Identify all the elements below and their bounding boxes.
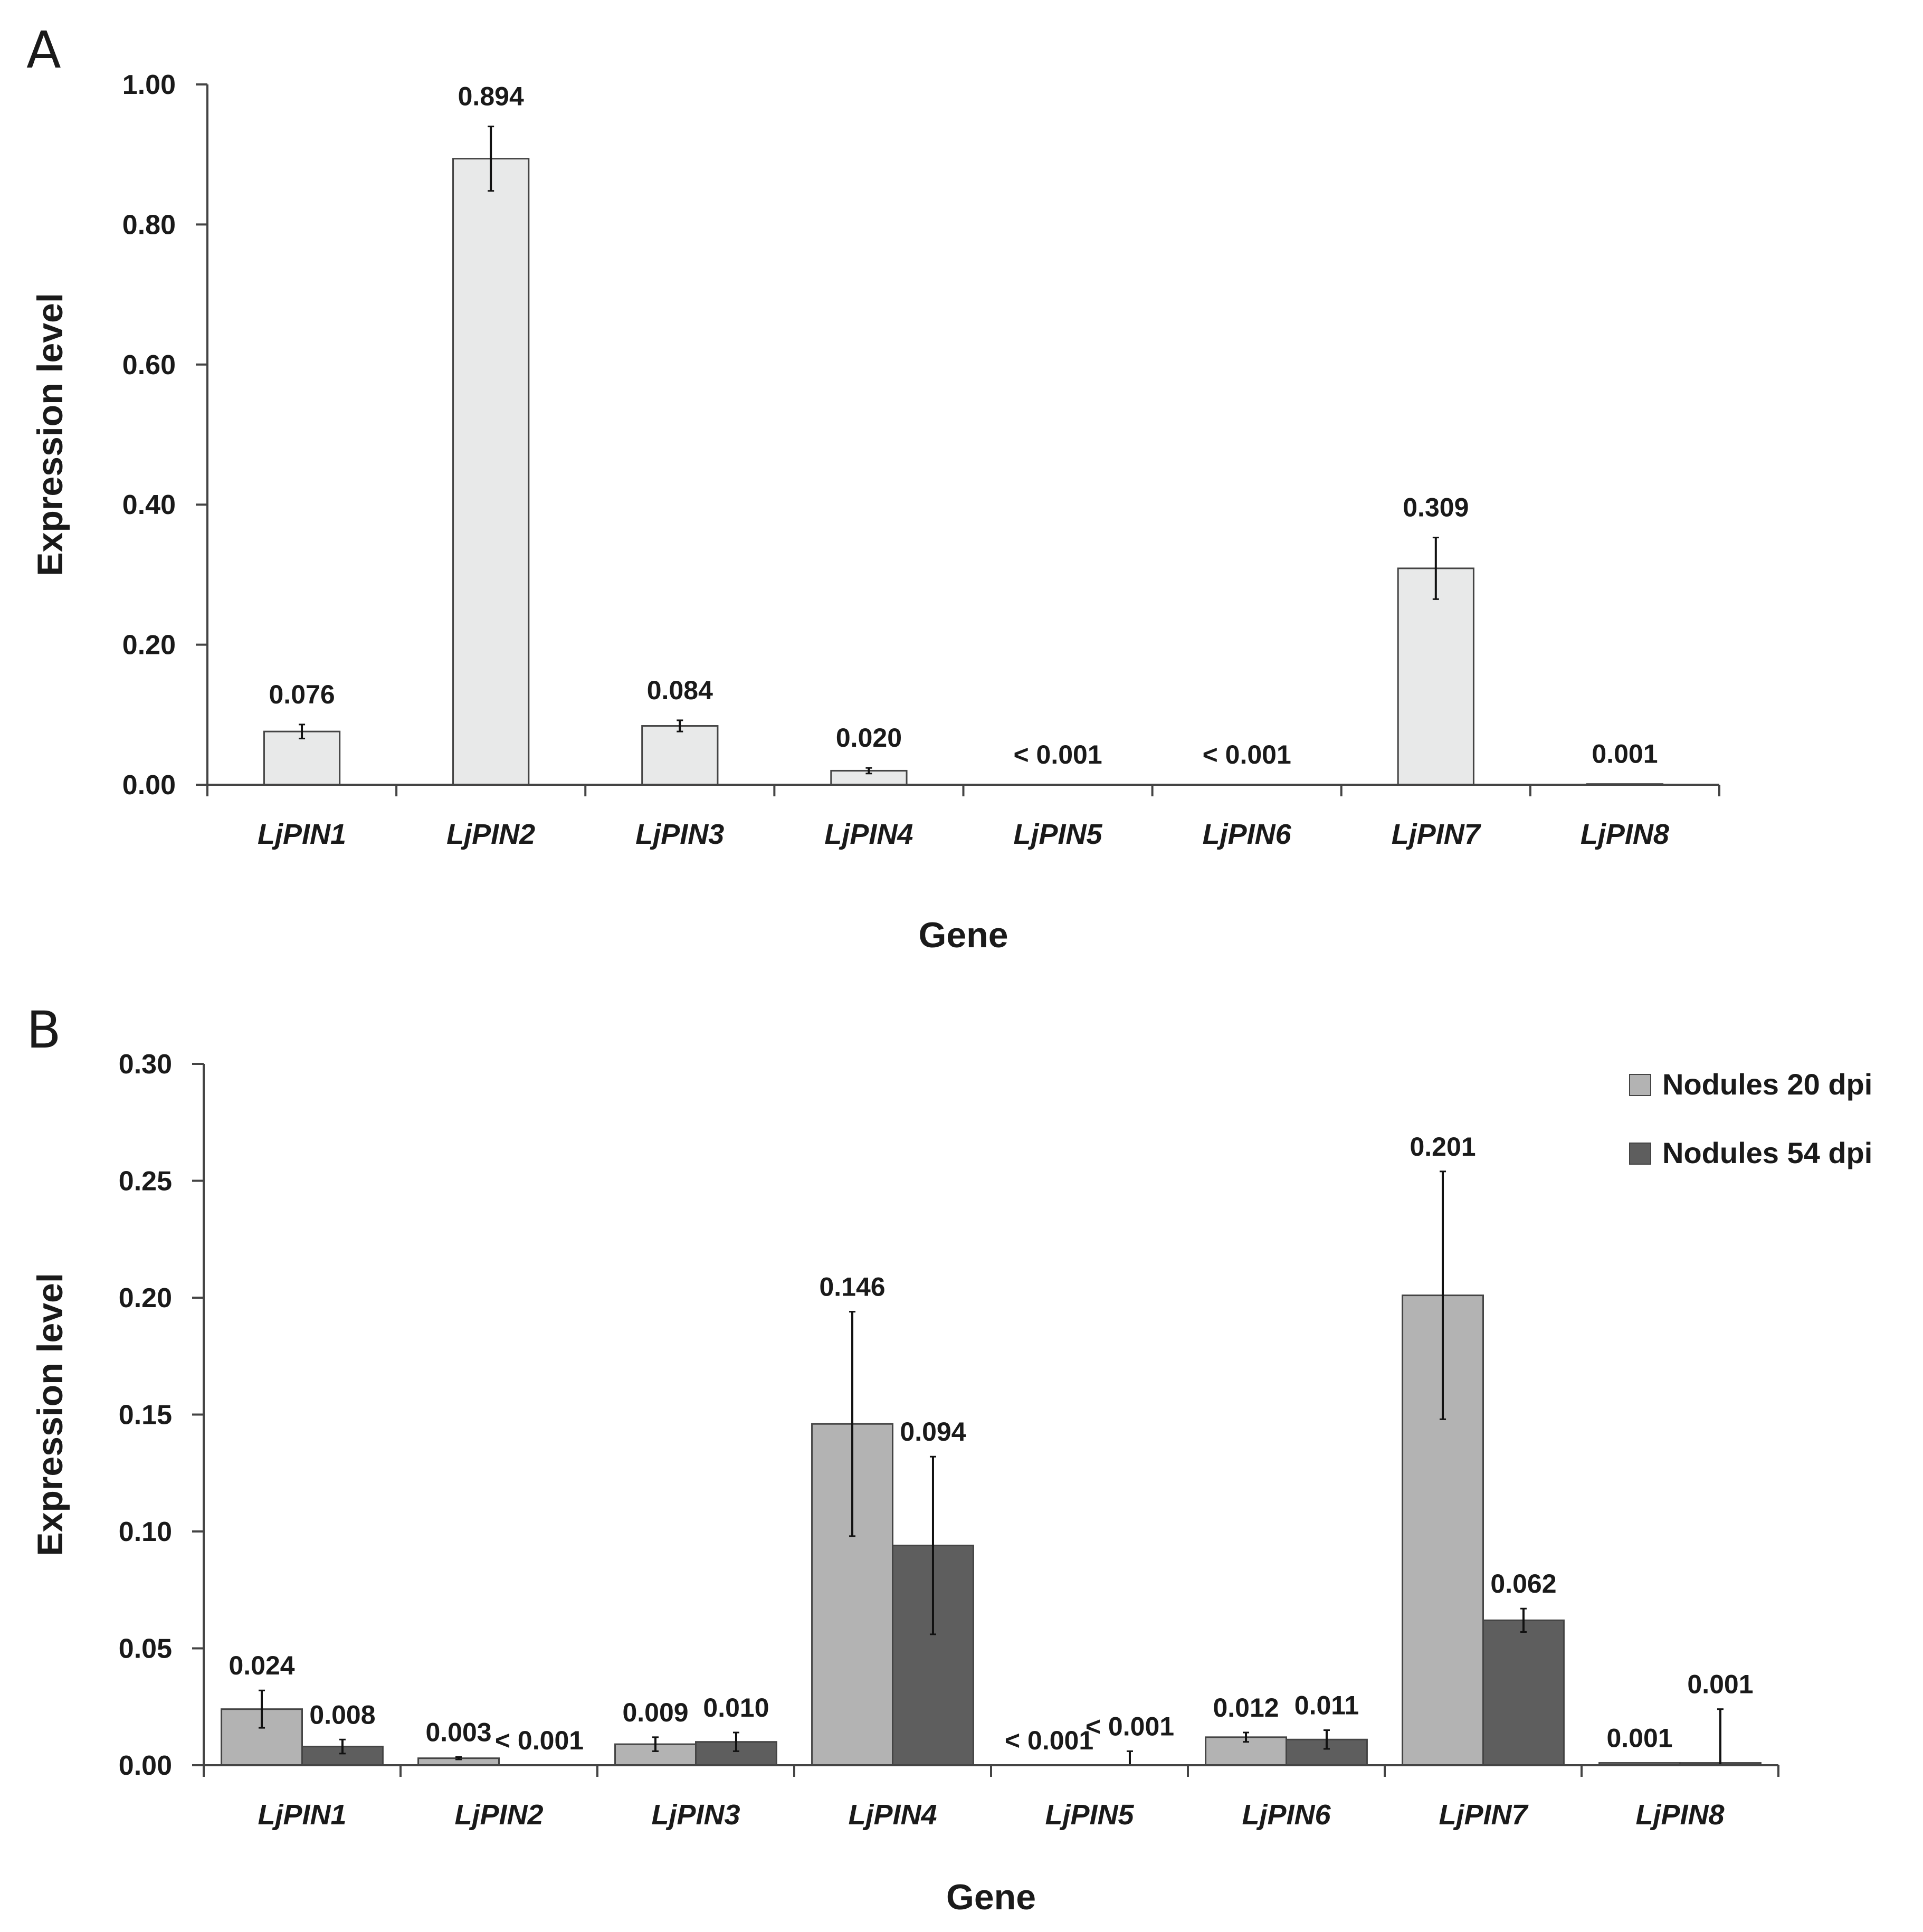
panel-a-y-tick-label: 0.00 <box>122 770 176 801</box>
panel-b-data-label: 0.001 <box>1687 1670 1753 1699</box>
panel-a-letter: A <box>26 21 61 80</box>
panel-a-category-label: LjPIN8 <box>1581 819 1669 850</box>
panel-a-bar <box>1397 567 1474 786</box>
panel-a-category-label: LjPIN1 <box>258 819 346 850</box>
panel-b-data-label: 0.009 <box>622 1698 688 1727</box>
panel-a-y-tick-label: 0.80 <box>122 210 176 240</box>
panel-a-category-label: LjPIN6 <box>1203 819 1292 850</box>
panel-a-category-label: LjPIN5 <box>1014 819 1103 850</box>
panel-b-data-label: < 0.001 <box>495 1726 584 1755</box>
panel-b-data-label: 0.012 <box>1213 1693 1279 1722</box>
panel-b-data-label: 0.011 <box>1294 1691 1359 1720</box>
panel-b-data-label: 0.201 <box>1410 1132 1475 1162</box>
panel-b-y-tick-label: 0.25 <box>119 1166 172 1197</box>
panel-b-y-tick-label: 0.00 <box>119 1750 172 1781</box>
panel-a-bar <box>452 158 530 786</box>
panel-b-y-tick-label: 0.20 <box>119 1283 172 1314</box>
panel-a-y-axis-title: Expression level <box>30 293 70 576</box>
panel-b-data-label: 0.024 <box>229 1651 294 1680</box>
panel-a-y-tick-label: 0.40 <box>122 490 176 520</box>
panel-b-x-axis-title: Gene <box>946 1877 1036 1917</box>
panel-b-data-label: 0.008 <box>309 1700 375 1729</box>
legend-label: Nodules 20 dpi <box>1662 1068 1872 1101</box>
panel-b-category-label: LjPIN3 <box>651 1799 740 1831</box>
panel-a-data-label: 0.309 <box>1403 493 1469 522</box>
panel-b-category-label: LjPIN1 <box>258 1799 346 1831</box>
panel-b-data-label: < 0.001 <box>1005 1726 1093 1755</box>
panel-b-y-tick-label: 0.10 <box>119 1517 172 1547</box>
panel-b-category-label: LjPIN4 <box>848 1799 937 1831</box>
panel-a-x-axis-title: Gene <box>918 915 1008 955</box>
legend-swatch <box>1629 1143 1651 1165</box>
panel-a-category-label: LjPIN3 <box>635 819 724 850</box>
panel-b-y-axis-title: Expression level <box>30 1273 70 1556</box>
panel-b-bar <box>1482 1619 1565 1766</box>
panel-b-y-tick-label: 0.05 <box>119 1634 172 1664</box>
chart-a: 0.00 0.20 0.40 0.60 0.80 1.00 0.076 LjPIN1 0.894… <box>30 70 1720 955</box>
panel-b-category-label: LjPIN8 <box>1635 1799 1724 1831</box>
panel-a-data-label: < 0.001 <box>1203 740 1291 769</box>
panel-b-data-label: 0.003 <box>425 1717 491 1747</box>
panel-a-category-label: LjPIN7 <box>1392 819 1482 850</box>
panel-b-data-label: 0.146 <box>819 1272 885 1302</box>
panel-b-y-tick-label: 0.15 <box>119 1400 172 1431</box>
panel-a-category-label: LjPIN4 <box>824 819 913 850</box>
panel-b-data-label: < 0.001 <box>1086 1711 1174 1741</box>
legend-label: Nodules 54 dpi <box>1662 1136 1872 1169</box>
panel-b-data-label: 0.001 <box>1606 1724 1672 1753</box>
chart-b: 0.00 0.05 0.10 0.15 0.20 0.25 0.30 0.024 0.008 Lj… <box>30 1049 1872 1917</box>
panel-a-y-tick-label: 0.60 <box>122 350 176 380</box>
panel-b-category-label: LjPIN7 <box>1439 1799 1529 1831</box>
panel-b-y-tick-label: 0.30 <box>119 1049 172 1080</box>
panel-a-data-label: 0.020 <box>836 723 902 753</box>
panel-a-y-tick-label: 0.20 <box>122 630 176 661</box>
panel-a-data-label: 0.894 <box>458 82 524 111</box>
panel-b-letter: B <box>26 1001 61 1060</box>
panel-a-data-label: 0.001 <box>1592 739 1658 769</box>
panel-b-data-label: 0.062 <box>1490 1569 1556 1598</box>
panel-a-category-label: LjPIN2 <box>446 819 535 850</box>
panel-a-data-label: < 0.001 <box>1013 740 1102 769</box>
panel-b-data-label: 0.094 <box>900 1417 966 1446</box>
legend-swatch <box>1629 1074 1651 1096</box>
panel-b-category-label: LjPIN5 <box>1045 1799 1134 1831</box>
panel-b-category-label: LjPIN2 <box>454 1799 543 1831</box>
panel-a-bar <box>641 725 719 786</box>
panel-b-data-label: 0.010 <box>703 1693 769 1722</box>
panel-b-category-label: LjPIN6 <box>1242 1799 1331 1831</box>
panel-a-y-tick-label: 1.00 <box>122 70 176 100</box>
panel-a-data-label: 0.076 <box>269 680 335 709</box>
panel-a-data-label: 0.084 <box>647 675 713 705</box>
panel-a-bar <box>263 730 341 786</box>
